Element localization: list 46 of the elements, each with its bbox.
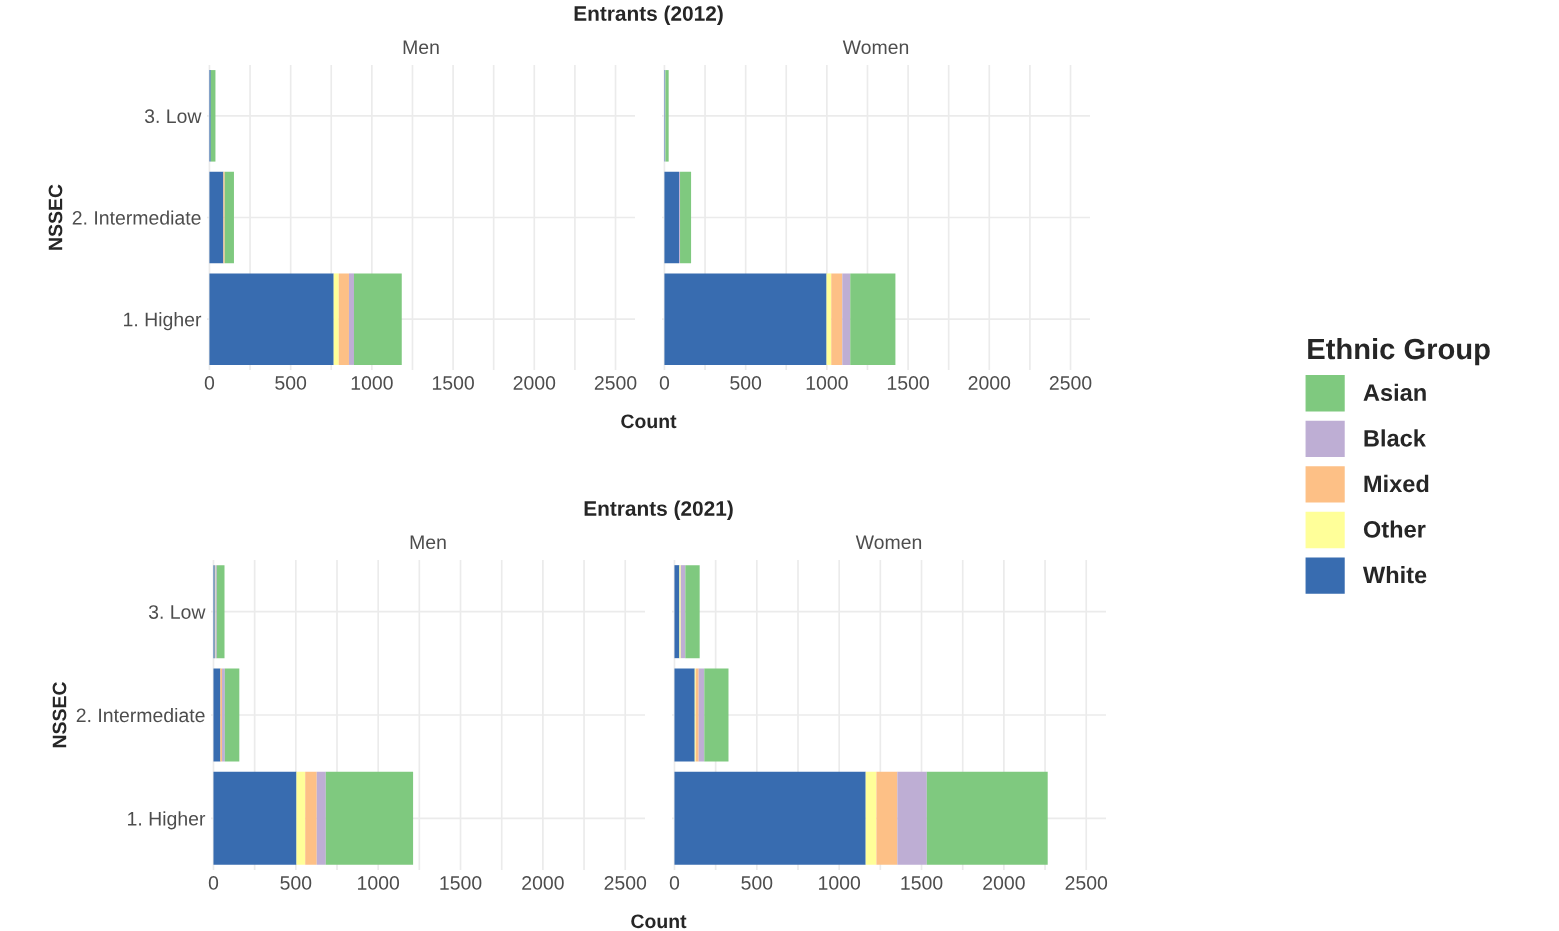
x-tick-label: 0 bbox=[208, 876, 219, 890]
x-tick-label: 2500 bbox=[1065, 876, 1108, 890]
chart-title: Entrants (2021) bbox=[584, 500, 733, 520]
legend-label: Black bbox=[1364, 429, 1426, 447]
y-tick-label: 2. Intermediate bbox=[72, 210, 201, 225]
chart-title: Entrants (2012) bbox=[574, 5, 723, 25]
x-tick-label: 0 bbox=[204, 376, 215, 390]
y-axis-title: NSSEC bbox=[52, 682, 67, 748]
y-tick-label: 3. Low bbox=[148, 605, 206, 619]
x-tick-label: 0 bbox=[669, 876, 680, 890]
y-tick-label: 3. Low bbox=[144, 109, 202, 124]
legend-label: Other bbox=[1363, 520, 1426, 538]
legend-label: White bbox=[1362, 565, 1427, 584]
legend-label: Asian bbox=[1363, 383, 1426, 402]
x-tick-label: 500 bbox=[275, 376, 307, 390]
chart-subtitle: Men bbox=[403, 40, 439, 55]
y-axis-title: NSSEC bbox=[48, 184, 63, 250]
x-tick-label: 1000 bbox=[819, 876, 861, 890]
x-tick-label: 500 bbox=[741, 876, 773, 890]
x-tick-label: 2000 bbox=[513, 376, 556, 390]
y-tick-label: 1. Higher bbox=[128, 811, 206, 830]
x-tick-label: 500 bbox=[730, 376, 762, 390]
x-axis-title: Count bbox=[631, 914, 687, 929]
legend-label: Mixed bbox=[1364, 474, 1429, 493]
x-tick-label: 1000 bbox=[806, 376, 848, 390]
x-tick-label: 2500 bbox=[604, 876, 647, 890]
x-axis-title: Count bbox=[621, 414, 677, 429]
x-tick-label: 0 bbox=[659, 376, 670, 390]
x-tick-label: 1000 bbox=[351, 376, 393, 390]
chart-subtitle: Women bbox=[855, 535, 922, 550]
x-tick-label: 2000 bbox=[983, 876, 1025, 890]
legend-title: Ethnic Group bbox=[1308, 337, 1490, 366]
x-tick-label: 2000 bbox=[968, 376, 1011, 390]
x-tick-label: 2000 bbox=[522, 876, 564, 890]
x-tick-label: 1500 bbox=[901, 876, 943, 890]
x-tick-label: 2500 bbox=[1049, 376, 1092, 390]
chart-subtitle: Women bbox=[842, 40, 909, 55]
y-tick-label: 2. Intermediate bbox=[76, 707, 205, 723]
x-tick-label: 2500 bbox=[594, 376, 637, 390]
x-tick-label: 500 bbox=[280, 876, 312, 890]
x-tick-label: 1500 bbox=[440, 876, 482, 890]
x-tick-label: 1500 bbox=[432, 376, 474, 390]
chart-subtitle: Men bbox=[410, 535, 446, 550]
x-tick-label: 1500 bbox=[887, 376, 929, 390]
y-tick-label: 1. Higher bbox=[124, 312, 202, 331]
x-tick-label: 1000 bbox=[358, 876, 400, 890]
